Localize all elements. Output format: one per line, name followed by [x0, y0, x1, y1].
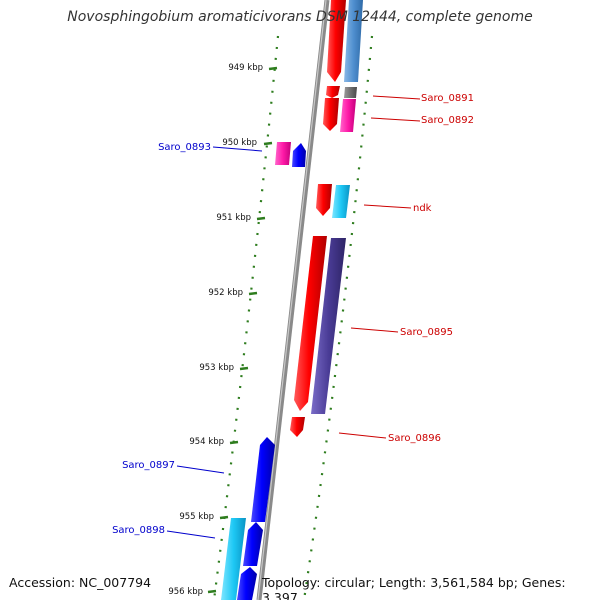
gene-arrow-saro-0895[interactable]: [294, 236, 327, 411]
leader-saro-0891: [372, 95, 421, 100]
gene-arrow-forward-partial[interactable]: [237, 567, 257, 600]
tick-label: 955 kbp: [179, 512, 214, 522]
gene-label-saro-0895[interactable]: Saro_0895: [400, 327, 453, 338]
tick-label: 951 kbp: [216, 213, 251, 223]
gene-bar-cyan-saro-0898[interactable]: [221, 518, 246, 600]
gene-arrow-saro-0892[interactable]: [323, 98, 339, 131]
leader-saro-0893: [212, 146, 263, 152]
genome-summary-text: Topology: circular; Length: 3,561,584 bp…: [262, 575, 566, 600]
forward-strand-genes: [290, 0, 363, 437]
leader-saro-0898: [166, 530, 216, 539]
genome-title: Novosphingobium aromaticivorans DSM 1244…: [67, 9, 533, 25]
tick-mark: [263, 141, 273, 146]
gene-arrow-saro-0897[interactable]: [251, 437, 275, 522]
genome-backbone: [256, 0, 330, 600]
gene-arrow-saro-0893[interactable]: [292, 143, 306, 167]
leader-saro-0897: [176, 465, 225, 474]
kbp-ticks: 949 kbp 950 kbp 951 kbp 952 kbp 953 kbp …: [168, 63, 278, 597]
gene-bar-pink-reverse[interactable]: [275, 142, 291, 165]
tick-label: 949 kbp: [228, 63, 263, 73]
genome-backbone-highlight: [257, 0, 327, 600]
gene-bar-purple[interactable]: [311, 238, 346, 414]
gene-arrow-forward[interactable]: [327, 0, 346, 82]
gene-bar-cyan[interactable]: [332, 185, 350, 218]
gene-label-saro-0893[interactable]: Saro_0893: [158, 142, 211, 153]
gene-label-ndk[interactable]: ndk: [413, 203, 432, 214]
tick-label: 953 kbp: [199, 363, 234, 373]
leader-saro-0895: [350, 327, 399, 333]
gene-bar-pink[interactable]: [340, 99, 356, 132]
gene-arrow-saro-0898[interactable]: [243, 522, 263, 566]
gene-bar-gray[interactable]: [344, 87, 357, 98]
gene-label-saro-0891[interactable]: Saro_0891: [421, 93, 474, 104]
tick-mark: [248, 291, 258, 296]
gene-arrow-saro-0896[interactable]: [290, 417, 305, 437]
label-leaders: [166, 95, 421, 539]
leader-saro-0896: [338, 432, 387, 439]
gene-bar-steel[interactable]: [344, 0, 363, 82]
tick-label: 952 kbp: [208, 288, 243, 298]
gene-label-saro-0896[interactable]: Saro_0896: [388, 433, 441, 444]
gene-label-saro-0892[interactable]: Saro_0892: [421, 115, 474, 126]
gene-label-saro-0898[interactable]: Saro_0898: [112, 525, 165, 536]
tick-label: 956 kbp: [168, 587, 203, 597]
gene-arrow-ndk[interactable]: [316, 184, 332, 216]
gene-labels: Saro_0891 Saro_0892 Saro_0893 ndk Saro_0…: [112, 93, 474, 536]
reverse-strand-genes: [221, 142, 306, 600]
leader-ndk: [363, 204, 412, 209]
tick-mark: [207, 589, 217, 594]
accession-text: Accession: NC_007794: [9, 575, 152, 590]
tick-mark: [256, 216, 266, 221]
leader-saro-0892: [370, 117, 421, 122]
tick-label: 954 kbp: [189, 437, 224, 447]
tick-label: 950 kbp: [222, 138, 257, 148]
tick-mark: [219, 515, 229, 520]
gene-label-saro-0897[interactable]: Saro_0897: [122, 460, 175, 471]
tick-mark: [229, 440, 239, 445]
tick-mark: [268, 66, 278, 71]
gene-arrow-saro-0891[interactable]: [326, 86, 340, 98]
tick-mark: [239, 366, 249, 371]
